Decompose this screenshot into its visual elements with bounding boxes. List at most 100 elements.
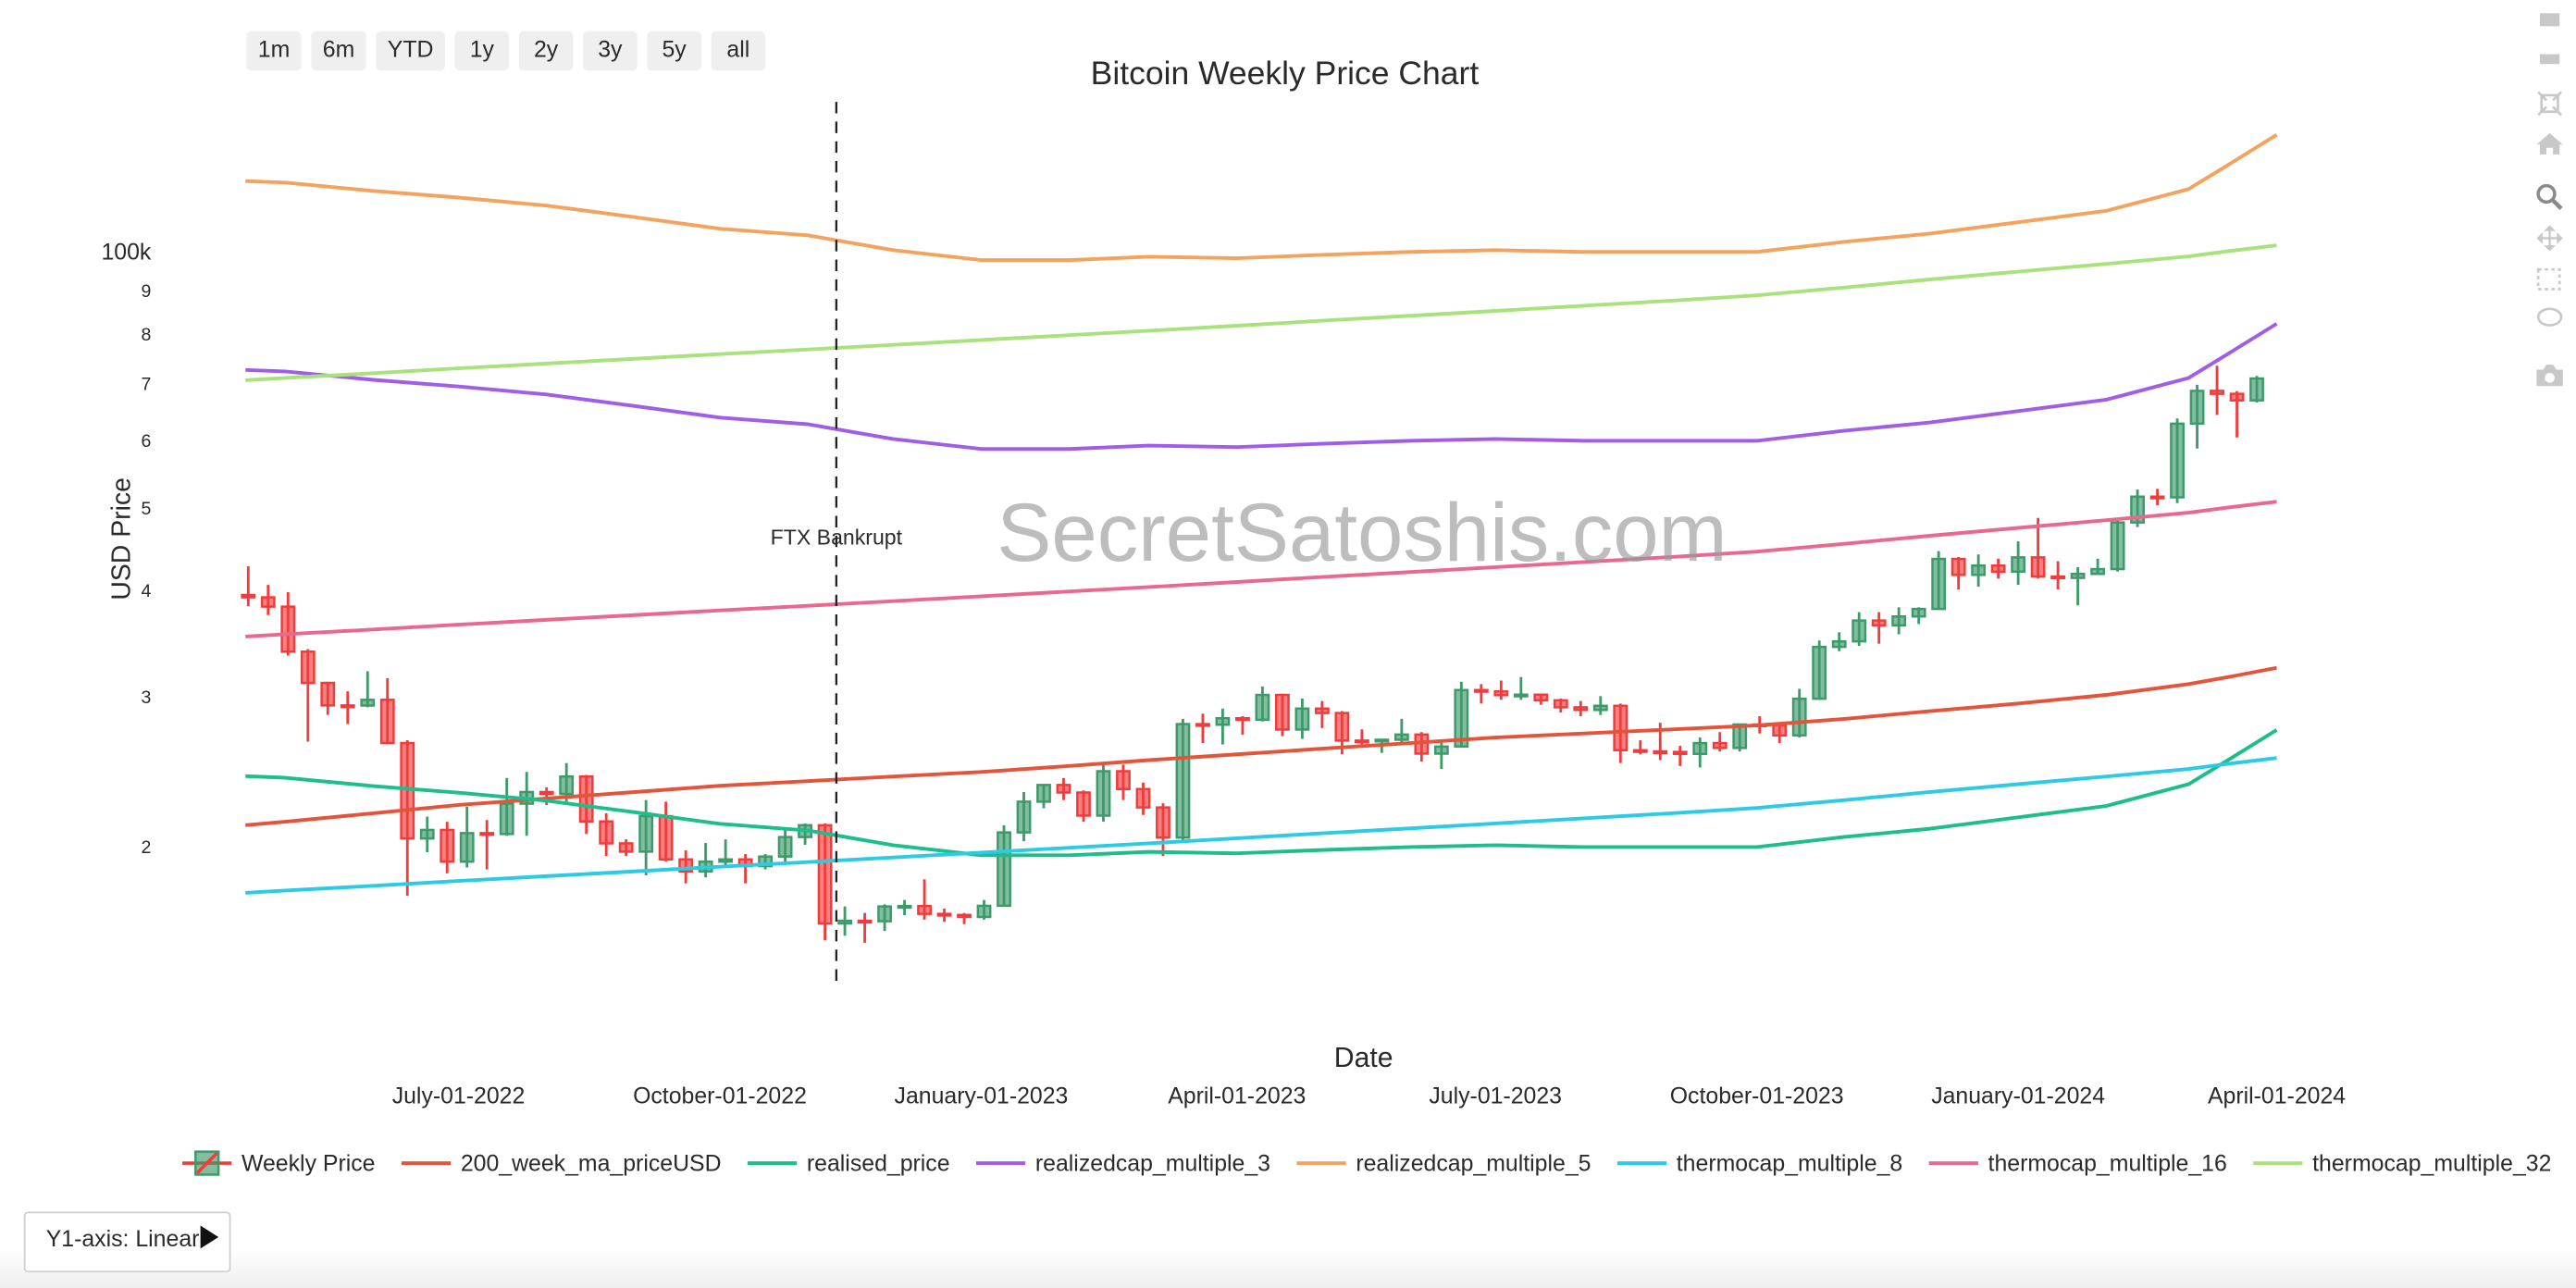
- series-line: [245, 756, 2277, 895]
- range-button-label[interactable]: 3y: [598, 38, 623, 63]
- candle-body: [1036, 784, 1051, 803]
- range-button-label[interactable]: YTD: [388, 38, 434, 63]
- legend-item[interactable]: thermocap_multiple_32: [2253, 1151, 2551, 1176]
- y-axis-toggle[interactable]: Y1-axis: Linear: [23, 1211, 231, 1273]
- candle-body: [1553, 699, 1568, 709]
- x-tick-label: July-01-2022: [392, 1084, 526, 1109]
- legend-label[interactable]: realised_price: [807, 1151, 950, 1176]
- range-button[interactable]: 1y: [454, 31, 510, 71]
- box-select-icon[interactable]: [2536, 267, 2561, 291]
- legend-item[interactable]: thermocap_multiple_16: [1928, 1151, 2227, 1176]
- candle-body: [2011, 556, 2026, 574]
- zoom-in-icon[interactable]: [2539, 13, 2560, 27]
- zoom-out-icon[interactable]: [2539, 54, 2560, 65]
- candle-body: [777, 836, 793, 858]
- range-button-box[interactable]: [454, 31, 510, 71]
- range-button-box[interactable]: [376, 31, 445, 71]
- candle-body: [1831, 639, 1847, 649]
- toggle-arrow[interactable]: [200, 1225, 219, 1249]
- candle-body: [379, 699, 395, 745]
- legend-label[interactable]: thermocap_multiple_8: [1677, 1151, 1902, 1176]
- candle-body: [857, 919, 873, 924]
- range-button[interactable]: all: [711, 31, 766, 71]
- candle-body: [1533, 693, 1549, 702]
- legend-item[interactable]: realised_price: [747, 1151, 950, 1176]
- series-line: [245, 133, 2278, 263]
- candle-body: [1592, 704, 1608, 712]
- candle-body: [559, 774, 575, 796]
- autoscale-icon[interactable]: [2537, 91, 2562, 117]
- legend-label[interactable]: 200_week_ma_priceUSD: [461, 1151, 722, 1176]
- candle-body: [2170, 422, 2185, 499]
- range-button-label[interactable]: 2y: [534, 38, 559, 63]
- camera-lens: [2545, 373, 2555, 383]
- range-button-box[interactable]: [711, 31, 766, 71]
- range-button[interactable]: 1m: [246, 31, 302, 71]
- plot-area: [241, 133, 2278, 943]
- candle-body: [1016, 800, 1032, 834]
- candle-body: [1235, 716, 1250, 722]
- candle-body: [1076, 791, 1091, 817]
- range-button-box[interactable]: [583, 31, 638, 71]
- range-button[interactable]: YTD: [376, 31, 445, 71]
- legend-item[interactable]: Weekly Price: [182, 1150, 376, 1176]
- legend-label[interactable]: thermocap_multiple_32: [2312, 1151, 2551, 1176]
- range-button-label[interactable]: 6m: [323, 38, 355, 63]
- y-tick-label: 5: [141, 499, 151, 519]
- lasso-icon[interactable]: [2536, 307, 2563, 327]
- range-button-label[interactable]: 5y: [662, 38, 687, 63]
- range-button[interactable]: 6m: [311, 31, 366, 71]
- range-button-label[interactable]: 1m: [258, 38, 291, 63]
- legend-item[interactable]: 200_week_ma_priceUSD: [401, 1151, 722, 1176]
- range-button-label[interactable]: all: [726, 38, 749, 63]
- y-axis-title: USD Price: [107, 477, 137, 601]
- candle-body: [1393, 733, 1409, 741]
- candle-body: [2050, 575, 2066, 580]
- toggle-label[interactable]: Y1-axis: Linear: [46, 1227, 200, 1252]
- x-tick-label: April-01-2024: [2208, 1084, 2346, 1109]
- candle-body: [1990, 564, 2006, 574]
- toggle-box[interactable]: [23, 1211, 231, 1273]
- legend-item[interactable]: thermocap_multiple_8: [1616, 1151, 1902, 1176]
- legend-item[interactable]: realizedcap_multiple_5: [1296, 1151, 1591, 1176]
- zoom-icon-handle[interactable]: [2551, 199, 2563, 211]
- legend-label[interactable]: thermocap_multiple_16: [1988, 1151, 2227, 1176]
- range-button-label[interactable]: 1y: [470, 38, 495, 63]
- candle-body: [936, 912, 952, 917]
- reset-icon[interactable]: [2536, 132, 2563, 155]
- candle-body: [1334, 712, 1350, 742]
- range-button[interactable]: 5y: [647, 31, 701, 71]
- candle-body: [1056, 784, 1071, 794]
- candle-body: [1215, 716, 1231, 726]
- chart-title: Bitcoin Weekly Price Chart: [1091, 55, 1480, 92]
- candle-body: [1255, 693, 1270, 722]
- candle-body: [578, 774, 594, 823]
- candle-body: [1175, 723, 1191, 839]
- candle-body: [1911, 607, 1926, 618]
- legend-label[interactable]: realizedcap_multiple_3: [1035, 1151, 1270, 1176]
- candle-body: [1473, 688, 1489, 693]
- candle-body: [1573, 706, 1589, 712]
- candle-body: [1891, 614, 1907, 627]
- range-button-box[interactable]: [518, 31, 574, 71]
- candle-body: [419, 828, 435, 840]
- candle-body: [1096, 770, 1111, 817]
- legend-item[interactable]: realizedcap_multiple_3: [975, 1151, 1270, 1176]
- candle-body: [1613, 704, 1629, 752]
- candle-body: [817, 824, 833, 925]
- range-button-box[interactable]: [311, 31, 366, 71]
- candle-body: [280, 605, 296, 653]
- range-button-box[interactable]: [647, 31, 701, 71]
- legend-label[interactable]: realizedcap_multiple_5: [1356, 1151, 1591, 1176]
- candle-body: [1454, 688, 1469, 749]
- range-button[interactable]: 3y: [583, 31, 638, 71]
- legend-label[interactable]: Weekly Price: [242, 1151, 376, 1176]
- zoom-icon[interactable]: [2536, 183, 2557, 204]
- series-line: [245, 665, 2277, 827]
- y-tick-label: 2: [141, 837, 151, 858]
- pan-icon[interactable]: [2536, 225, 2563, 252]
- candle-body: [440, 828, 455, 863]
- candle-body: [1712, 741, 1728, 749]
- range-button[interactable]: 2y: [518, 31, 574, 71]
- range-button-box[interactable]: [246, 31, 302, 71]
